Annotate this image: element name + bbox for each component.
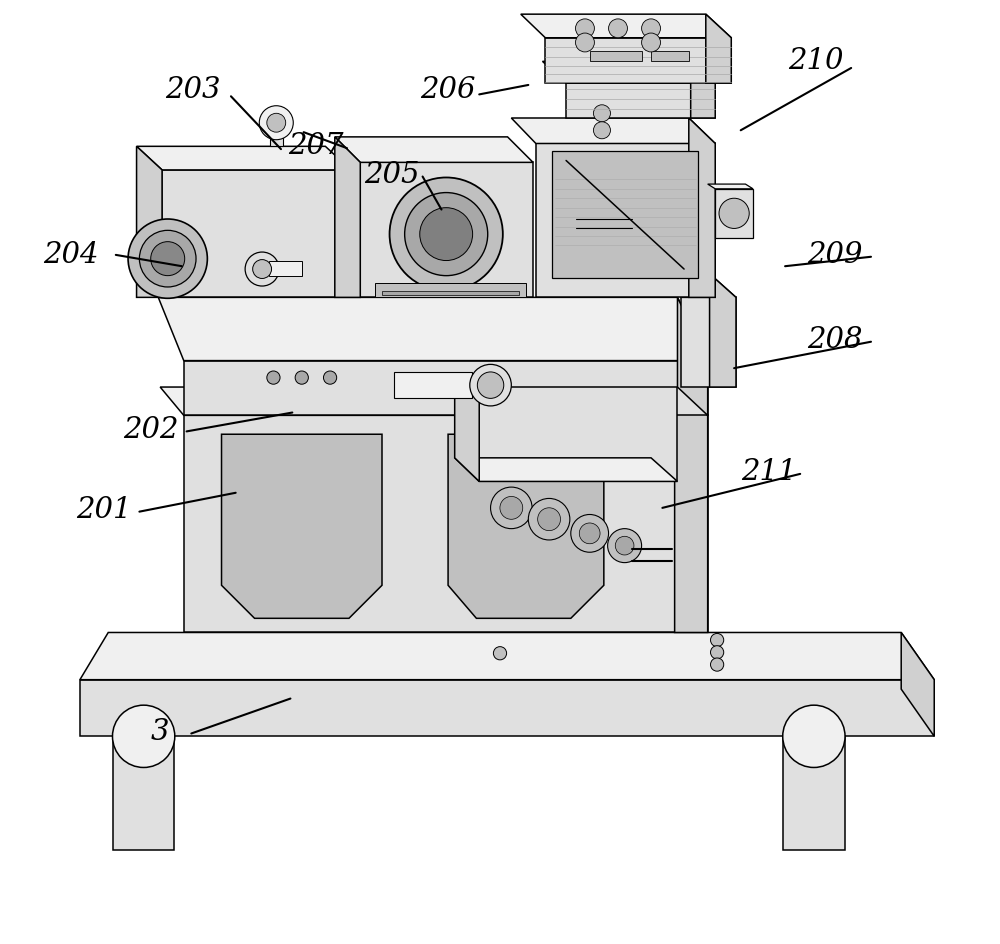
Polygon shape bbox=[335, 137, 360, 297]
Circle shape bbox=[470, 364, 511, 406]
Polygon shape bbox=[681, 297, 736, 387]
Circle shape bbox=[128, 219, 207, 298]
Polygon shape bbox=[521, 14, 731, 38]
Polygon shape bbox=[269, 261, 302, 276]
Polygon shape bbox=[552, 151, 698, 278]
Circle shape bbox=[576, 19, 594, 38]
Polygon shape bbox=[80, 680, 934, 736]
Circle shape bbox=[576, 33, 594, 52]
Circle shape bbox=[571, 514, 609, 552]
Polygon shape bbox=[783, 736, 845, 850]
Circle shape bbox=[253, 260, 272, 278]
Text: 208: 208 bbox=[807, 326, 863, 354]
Circle shape bbox=[538, 508, 561, 531]
Circle shape bbox=[245, 252, 279, 286]
Text: 205: 205 bbox=[364, 160, 419, 189]
Polygon shape bbox=[536, 143, 715, 297]
Polygon shape bbox=[479, 387, 677, 481]
Polygon shape bbox=[511, 118, 715, 143]
Circle shape bbox=[267, 113, 286, 132]
Text: 207: 207 bbox=[288, 132, 344, 160]
Polygon shape bbox=[448, 434, 604, 618]
Circle shape bbox=[711, 646, 724, 659]
Circle shape bbox=[420, 208, 473, 261]
Polygon shape bbox=[677, 297, 708, 415]
Polygon shape bbox=[160, 387, 708, 415]
Polygon shape bbox=[715, 189, 753, 238]
Polygon shape bbox=[710, 274, 736, 387]
Text: 3: 3 bbox=[151, 717, 169, 746]
Polygon shape bbox=[590, 51, 642, 61]
Circle shape bbox=[112, 705, 175, 767]
Polygon shape bbox=[542, 61, 715, 83]
Polygon shape bbox=[222, 434, 382, 618]
Polygon shape bbox=[651, 51, 689, 61]
Polygon shape bbox=[270, 123, 283, 146]
Polygon shape bbox=[335, 137, 533, 162]
Polygon shape bbox=[113, 736, 174, 850]
Polygon shape bbox=[901, 632, 934, 736]
Circle shape bbox=[711, 658, 724, 671]
Circle shape bbox=[593, 105, 610, 122]
Text: 204: 204 bbox=[43, 241, 98, 269]
Polygon shape bbox=[706, 14, 731, 83]
Polygon shape bbox=[455, 387, 479, 481]
Polygon shape bbox=[130, 632, 160, 680]
Circle shape bbox=[139, 230, 196, 287]
Polygon shape bbox=[137, 146, 351, 170]
Polygon shape bbox=[545, 38, 731, 83]
Circle shape bbox=[323, 371, 337, 384]
Circle shape bbox=[477, 372, 504, 398]
Polygon shape bbox=[394, 372, 472, 398]
Circle shape bbox=[642, 19, 660, 38]
Text: 210: 210 bbox=[788, 47, 844, 76]
Circle shape bbox=[151, 242, 185, 276]
Circle shape bbox=[609, 19, 627, 38]
Circle shape bbox=[579, 523, 600, 544]
Circle shape bbox=[783, 705, 845, 767]
Polygon shape bbox=[691, 61, 715, 118]
Text: 202: 202 bbox=[123, 415, 178, 444]
Text: 211: 211 bbox=[741, 458, 797, 486]
Polygon shape bbox=[184, 415, 708, 632]
Circle shape bbox=[500, 497, 523, 519]
Circle shape bbox=[493, 647, 507, 660]
Circle shape bbox=[295, 371, 308, 384]
Polygon shape bbox=[566, 83, 715, 118]
Circle shape bbox=[642, 33, 660, 52]
Polygon shape bbox=[137, 146, 162, 297]
Polygon shape bbox=[656, 274, 736, 297]
Polygon shape bbox=[360, 162, 533, 297]
Polygon shape bbox=[184, 361, 708, 415]
Polygon shape bbox=[80, 632, 934, 680]
Polygon shape bbox=[689, 118, 715, 297]
Circle shape bbox=[390, 177, 503, 291]
Polygon shape bbox=[382, 291, 519, 295]
Circle shape bbox=[608, 529, 642, 563]
Polygon shape bbox=[375, 283, 526, 297]
Circle shape bbox=[259, 106, 293, 140]
Circle shape bbox=[267, 371, 280, 384]
Circle shape bbox=[711, 633, 724, 647]
Circle shape bbox=[593, 122, 610, 139]
Polygon shape bbox=[455, 458, 677, 481]
Circle shape bbox=[405, 193, 488, 276]
Polygon shape bbox=[162, 170, 351, 297]
Text: 209: 209 bbox=[807, 241, 863, 269]
Polygon shape bbox=[708, 184, 753, 189]
Text: 206: 206 bbox=[420, 76, 476, 104]
Circle shape bbox=[719, 198, 749, 228]
Circle shape bbox=[615, 536, 634, 555]
Text: 203: 203 bbox=[165, 76, 221, 104]
Circle shape bbox=[528, 498, 570, 540]
Polygon shape bbox=[675, 387, 708, 632]
Polygon shape bbox=[158, 297, 708, 361]
Circle shape bbox=[491, 487, 532, 529]
Text: 201: 201 bbox=[76, 496, 131, 524]
